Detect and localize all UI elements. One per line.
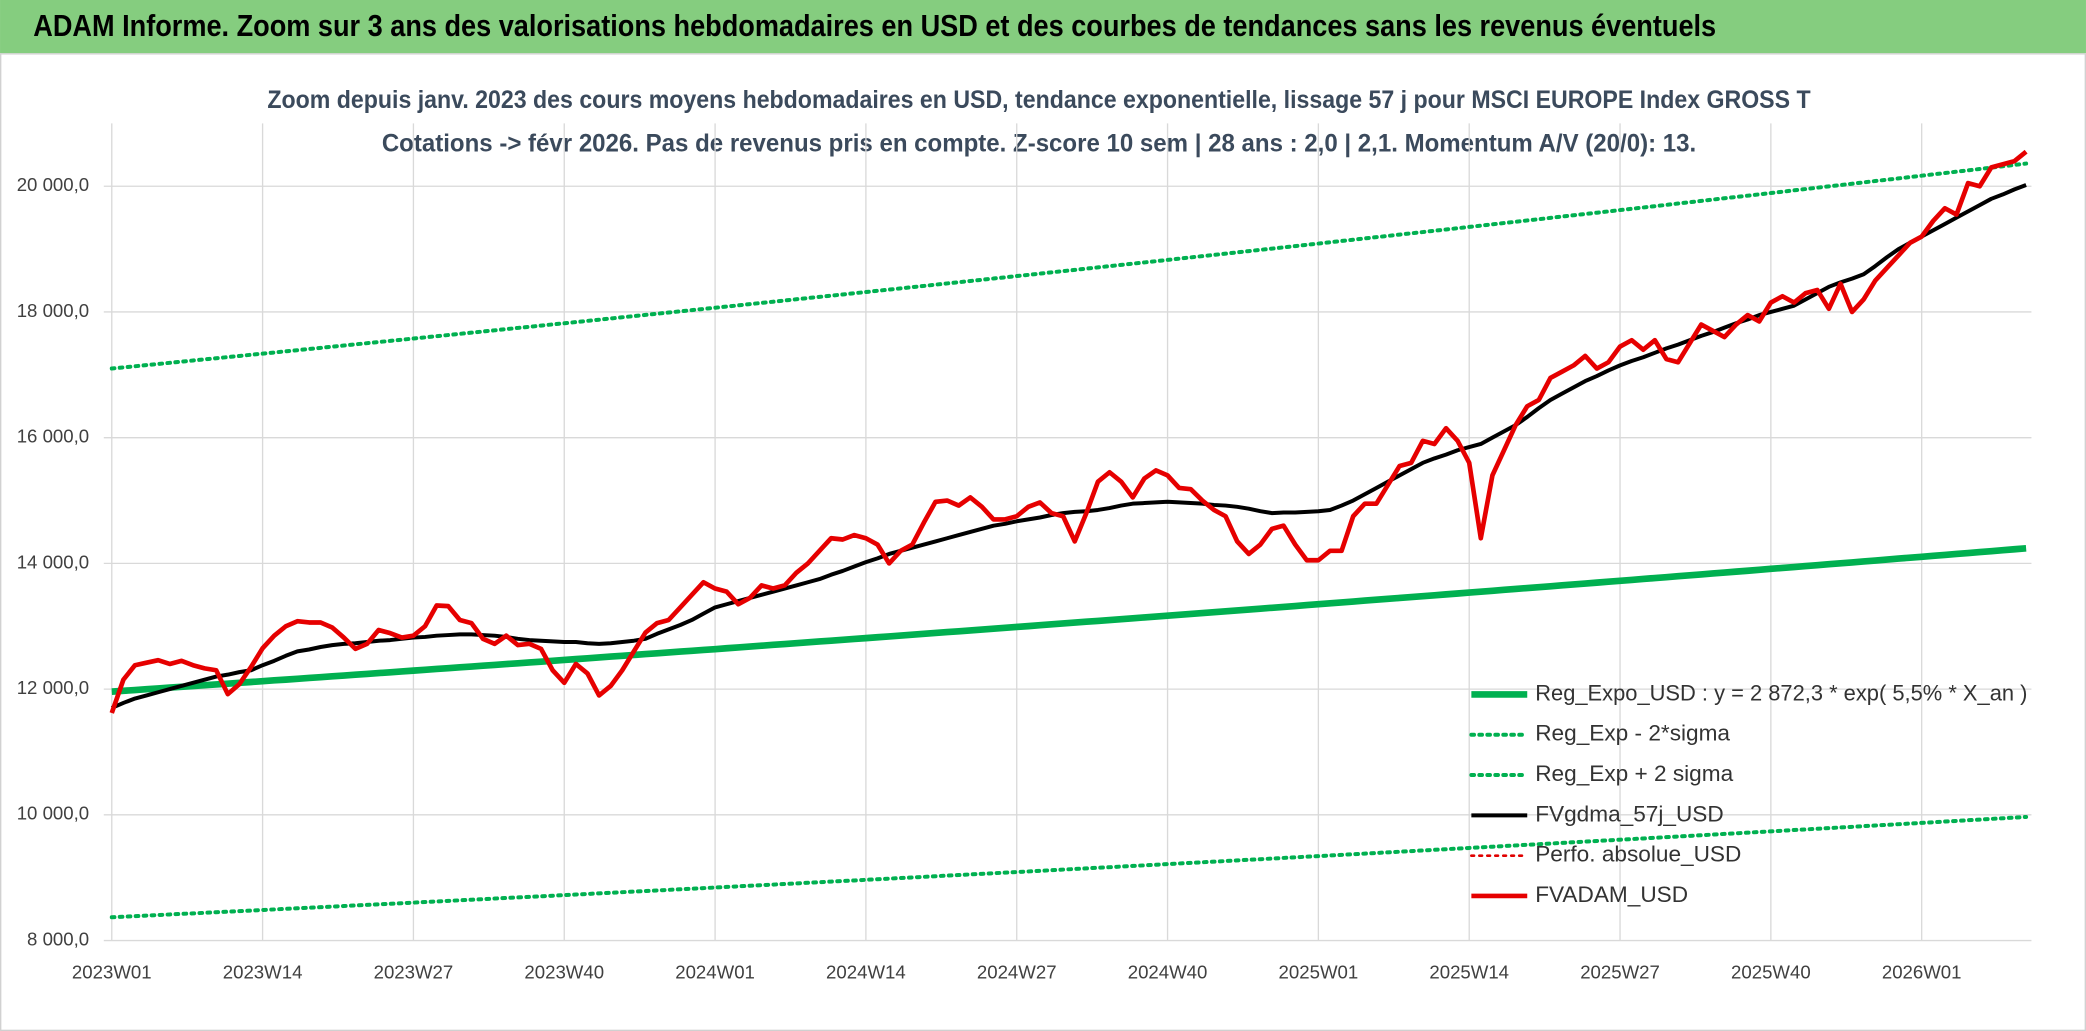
x-tick-label: 2024W14: [826, 962, 906, 983]
legend-label: FVADAM_USD: [1535, 882, 1688, 907]
y-tick-label: 10 000,0: [17, 803, 89, 824]
legend-label: Reg_Exp - 2*sigma: [1535, 721, 1730, 746]
y-tick-label: 14 000,0: [17, 551, 89, 572]
y-tick-label: 20 000,0: [17, 174, 89, 195]
x-tick-label: 2024W27: [977, 962, 1057, 983]
legend-label: Reg_Exp + 2 sigma: [1535, 761, 1733, 786]
chart-title: Zoom depuis janv. 2023 des cours moyens …: [267, 86, 1811, 114]
x-tick-label: 2025W27: [1580, 962, 1660, 983]
y-tick-label: 8 000,0: [27, 928, 89, 949]
y-tick-label: 12 000,0: [17, 677, 89, 698]
header-bar: [0, 0, 2086, 54]
x-tick-label: 2025W40: [1731, 962, 1811, 983]
x-tick-label: 2023W01: [72, 962, 152, 983]
series-line: [111, 544, 2027, 695]
x-tick-label: 2024W01: [675, 962, 755, 983]
legend-label: Reg_Expo_USD : y = 2 872,3 * exp( 5,5% *…: [1535, 680, 2027, 705]
x-tick-label: 2023W14: [223, 962, 303, 983]
series-line: [109, 814, 2029, 920]
header-title: ADAM Informe. Zoom sur 3 ans des valoris…: [33, 9, 1716, 43]
chart-subtitle: Cotations -> févr 2026. Pas de revenus p…: [382, 130, 1696, 158]
series-line: [109, 149, 2028, 714]
y-tick-label: 16 000,0: [17, 426, 89, 447]
x-tick-label: 2026W01: [1882, 962, 1962, 983]
y-tick-label: 18 000,0: [17, 300, 89, 321]
series-line: [109, 161, 2029, 371]
legend-label: FVgdma_57j_USD: [1535, 801, 1724, 826]
x-tick-label: 2023W40: [524, 962, 604, 983]
x-tick-label: 2025W14: [1429, 962, 1509, 983]
x-tick-label: 2025W01: [1279, 962, 1359, 983]
legend-label: Perfo. absolue_USD: [1535, 842, 1741, 867]
x-tick-label: 2024W40: [1128, 962, 1208, 983]
frame: [0, 53, 2086, 1031]
series-line: [110, 183, 2027, 710]
x-tick-label: 2023W27: [374, 962, 454, 983]
